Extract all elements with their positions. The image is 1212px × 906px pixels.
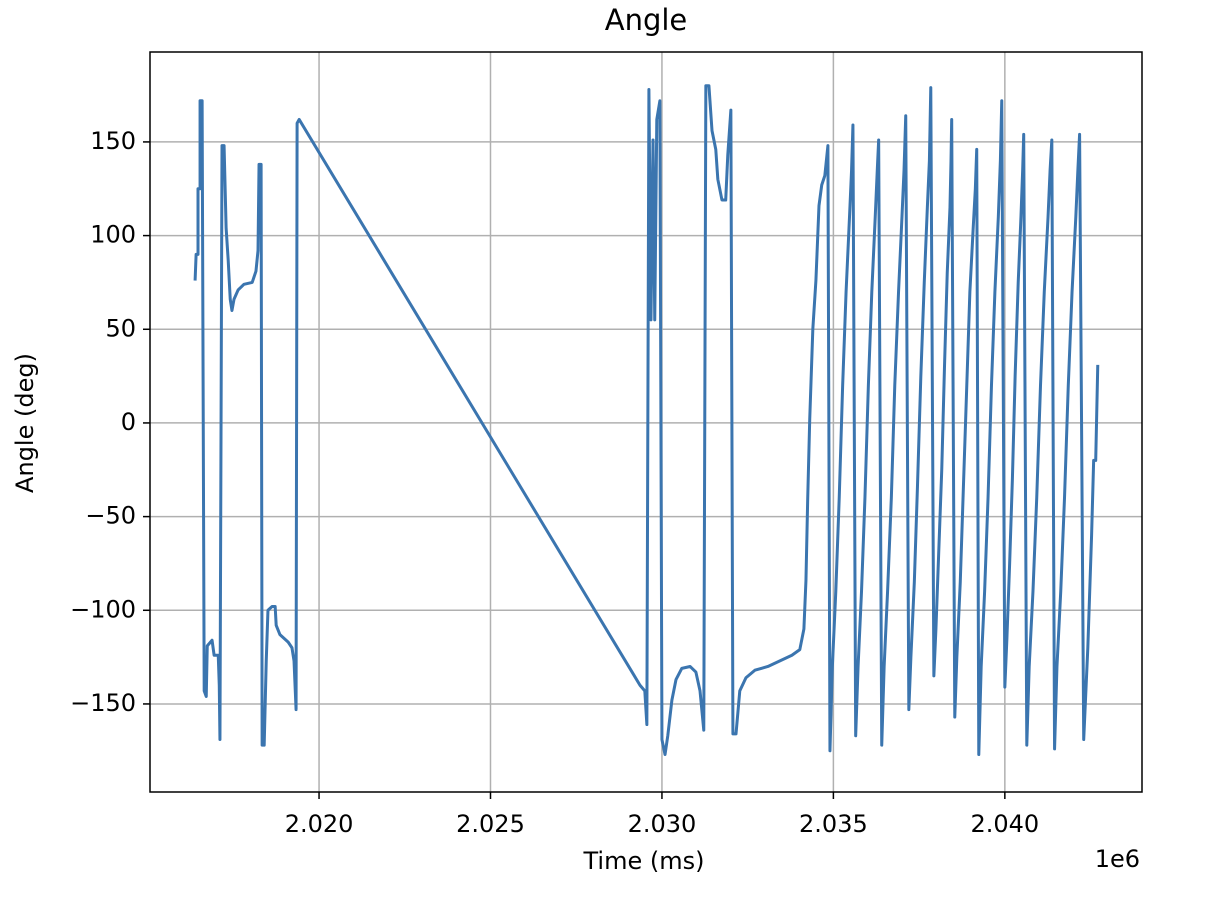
- x-tick-label: 2.040: [970, 810, 1039, 838]
- x-tick-label: 2.020: [285, 810, 354, 838]
- x-axis-label: Time (ms): [583, 847, 705, 875]
- y-tick-label: −100: [70, 595, 136, 623]
- y-tick-label: 100: [90, 221, 136, 249]
- y-tick-label: −50: [85, 502, 136, 530]
- x-tick-label: 2.035: [799, 810, 868, 838]
- chart-title: Angle: [605, 3, 688, 37]
- y-tick-label: −150: [70, 689, 136, 717]
- y-tick-label: 50: [105, 314, 136, 342]
- plot-area: [193, 84, 1100, 757]
- y-tick-label: 150: [90, 127, 136, 155]
- x-tick-label: 2.025: [456, 810, 525, 838]
- axes-frame: [149, 51, 1143, 793]
- x-offset-label: 1e6: [1095, 845, 1140, 873]
- x-tick-label: 2.030: [628, 810, 697, 838]
- y-tick-label: 0: [121, 408, 136, 436]
- data-line: [193, 84, 1100, 757]
- y-axis-label: Angle (deg): [11, 353, 39, 493]
